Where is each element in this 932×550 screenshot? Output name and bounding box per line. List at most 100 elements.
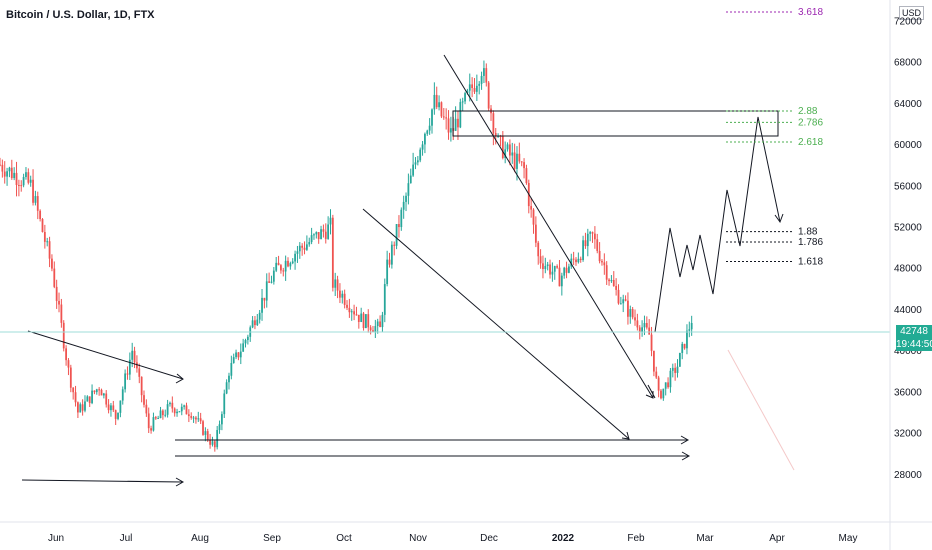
candle <box>490 105 492 121</box>
fib-level-label: 3.618 <box>798 7 823 18</box>
candle <box>211 436 214 447</box>
candle <box>381 311 384 332</box>
candle <box>280 263 282 274</box>
candle <box>485 63 488 87</box>
candle <box>25 167 27 180</box>
candle <box>357 314 360 329</box>
y-tick-label: 68000 <box>894 58 922 69</box>
candle <box>27 168 30 185</box>
candle <box>60 298 63 328</box>
candle <box>350 309 353 321</box>
resistance-box <box>452 110 779 137</box>
candle <box>653 350 655 377</box>
candle <box>6 167 8 186</box>
candle <box>291 258 294 265</box>
candle <box>133 346 136 369</box>
candle <box>114 409 117 426</box>
candle <box>93 390 96 395</box>
candle <box>369 325 372 335</box>
candle <box>112 400 115 413</box>
candle <box>447 110 450 140</box>
currency-label[interactable]: USD <box>898 6 924 20</box>
candle <box>237 352 240 361</box>
candle <box>688 321 691 338</box>
arrow-feb <box>647 384 656 399</box>
candle <box>388 252 391 268</box>
y-tick-label: 32000 <box>894 429 922 440</box>
candle <box>442 108 445 120</box>
candle <box>563 266 566 279</box>
candle <box>424 132 426 154</box>
candle <box>258 309 261 324</box>
candle <box>598 242 601 264</box>
candle <box>272 267 275 285</box>
candle <box>461 97 464 111</box>
candle <box>513 143 516 173</box>
candle <box>657 375 660 398</box>
candle <box>100 388 103 396</box>
candle <box>277 255 280 266</box>
candle <box>473 78 476 94</box>
candle <box>582 235 584 262</box>
candle <box>136 355 138 373</box>
candle <box>601 259 603 266</box>
candle <box>275 257 278 273</box>
candle <box>15 161 18 197</box>
candle <box>343 289 346 309</box>
candle <box>416 155 419 166</box>
candle <box>419 147 422 163</box>
fib-layer: 3.618 2.882.786 2.618 1.881.786 1.618 <box>726 7 823 268</box>
candle <box>95 388 98 395</box>
candle <box>282 267 285 277</box>
candle <box>289 261 292 270</box>
candle <box>173 407 176 417</box>
candle <box>8 166 11 178</box>
candle <box>301 243 304 256</box>
candle <box>438 95 440 111</box>
candle <box>681 341 684 360</box>
candle <box>579 256 582 263</box>
y-tick-label: 64000 <box>894 99 922 110</box>
candle <box>593 226 596 249</box>
candle <box>202 419 204 436</box>
candle <box>3 161 6 184</box>
candle <box>412 152 415 177</box>
candle <box>341 290 344 304</box>
projection-path <box>654 116 781 333</box>
candle <box>459 98 462 129</box>
support-line-low <box>21 479 183 483</box>
candle <box>383 278 386 323</box>
candle <box>154 415 157 420</box>
candle <box>690 315 693 336</box>
candle <box>152 412 155 432</box>
fib-level-label: 1.618 <box>798 257 823 268</box>
candle <box>34 190 37 206</box>
arrowhead <box>175 373 184 384</box>
candle <box>544 257 547 274</box>
countdown-value: 19:44:50 <box>896 339 932 350</box>
candle <box>395 224 398 250</box>
candle <box>230 355 233 380</box>
candle <box>608 278 610 286</box>
candle <box>298 242 301 259</box>
candle <box>199 412 202 425</box>
candle <box>171 396 174 413</box>
candle <box>577 252 580 264</box>
candle <box>553 265 556 280</box>
candle <box>225 379 228 395</box>
candle <box>511 142 514 164</box>
y-tick-label: 52000 <box>894 222 922 233</box>
candle <box>402 195 405 219</box>
candle <box>197 411 200 422</box>
candle <box>376 318 379 334</box>
candle <box>13 167 16 181</box>
candle <box>400 207 403 231</box>
candle <box>575 257 577 266</box>
candle <box>591 231 594 243</box>
candle <box>584 232 587 249</box>
candle <box>67 358 70 376</box>
arrowhead <box>175 477 185 487</box>
x-tick-label: May <box>839 533 858 544</box>
candle <box>525 164 528 185</box>
